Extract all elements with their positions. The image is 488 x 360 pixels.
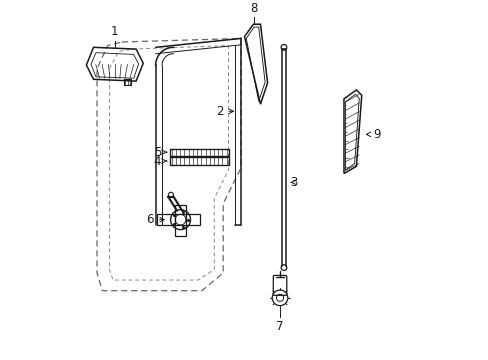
Text: 3: 3	[290, 176, 297, 189]
Text: 4: 4	[153, 154, 166, 167]
Text: 9: 9	[366, 128, 380, 141]
Text: 2: 2	[215, 105, 233, 118]
Text: 5: 5	[153, 146, 166, 159]
Text: 1: 1	[111, 25, 118, 38]
Text: 6: 6	[146, 213, 164, 226]
Text: 7: 7	[276, 320, 283, 333]
Text: 8: 8	[250, 3, 257, 15]
